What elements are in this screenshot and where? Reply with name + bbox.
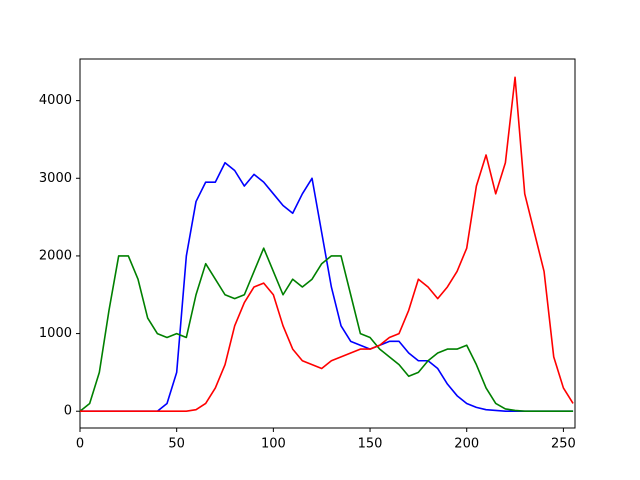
series-line — [79, 247, 574, 413]
y-tick-label: 1000 — [39, 326, 72, 341]
y-tick-label: 3000 — [39, 171, 72, 186]
axes-frame — [79, 58, 576, 429]
y-tick-label: 2000 — [39, 248, 72, 263]
x-tick-label: 200 — [454, 437, 479, 452]
x-tick-label: 250 — [551, 437, 576, 452]
x-tick-label: 150 — [358, 437, 383, 452]
y-tick-label: 4000 — [39, 93, 72, 108]
y-tick-label: 0 — [64, 404, 72, 419]
x-tick-label: 100 — [261, 437, 286, 452]
x-tick-label: 50 — [168, 437, 185, 452]
x-tick-label: 0 — [76, 437, 84, 452]
series-line — [80, 76, 574, 413]
